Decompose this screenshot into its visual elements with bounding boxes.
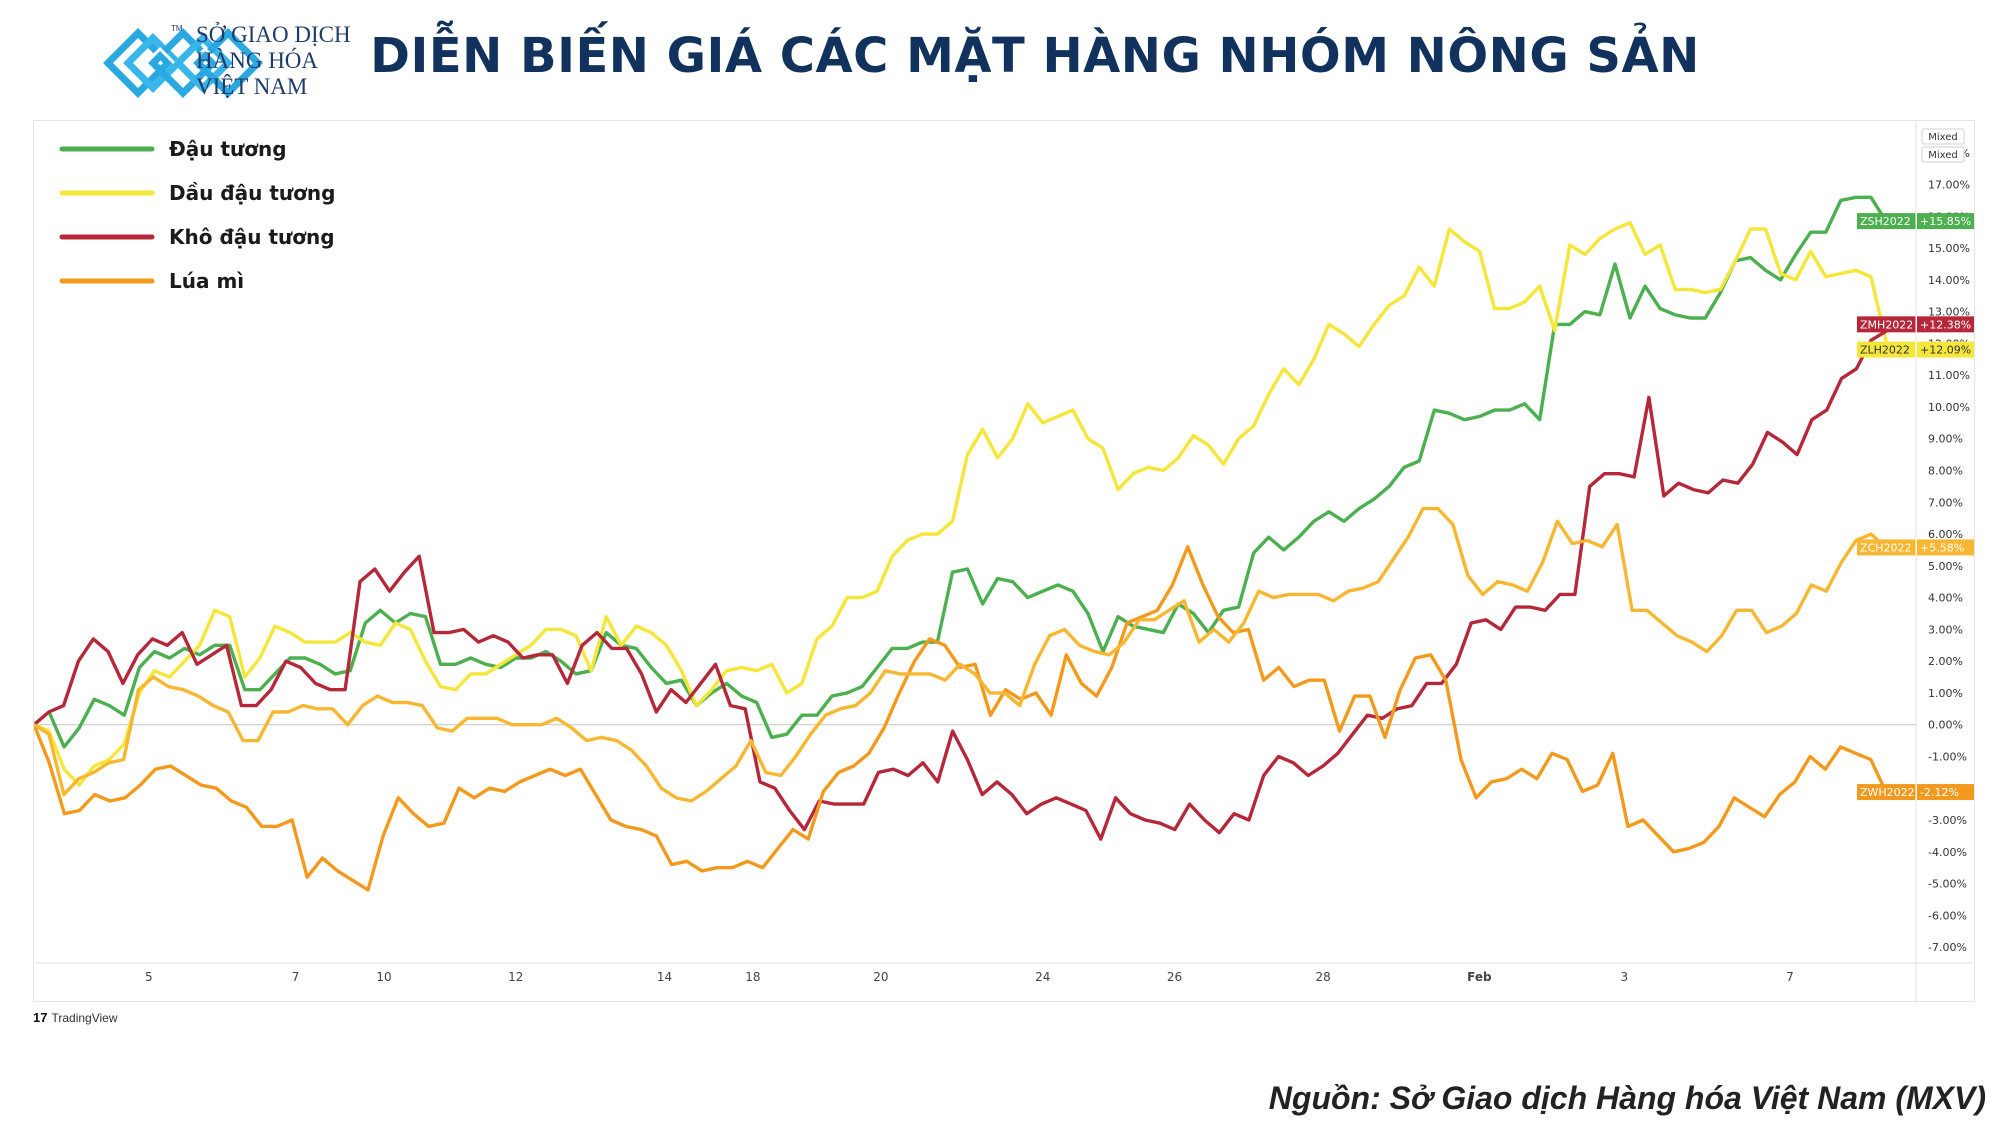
tradingview-brand: 17 TradingView <box>33 1010 118 1025</box>
legend-item: Dầu đậu tương <box>59 181 335 205</box>
badge-value-bg <box>1917 213 1974 230</box>
y-tick-label: 10.00% <box>1928 401 1970 414</box>
y-tick-label: 0.00% <box>1928 719 1963 732</box>
badge-value-bg <box>1917 784 1974 801</box>
badge-ticker: ZLH2022 <box>1860 344 1910 357</box>
legend-item: Lúa mì <box>59 269 244 293</box>
scale-mode-button[interactable]: Mixed <box>1921 146 1965 163</box>
scale-mode-button[interactable]: Mixed <box>1921 128 1965 145</box>
y-tick-label: -3.00% <box>1928 814 1967 827</box>
logo-line-1: SỞ GIAO DỊCH <box>196 22 351 47</box>
badge-ticker: ZWH2022 <box>1860 786 1915 799</box>
price-badge-zch2022: ZCH2022 +5.58% <box>1857 539 1974 556</box>
x-tick-label: 14 <box>657 970 672 984</box>
y-tick-label: 5.00% <box>1928 560 1963 573</box>
x-tick-label: 10 <box>376 970 391 984</box>
x-tick-label: 18 <box>745 970 760 984</box>
legend-item: Khô đậu tương <box>59 225 335 249</box>
x-tick-label: 3 <box>1620 970 1628 984</box>
series-line-zch2022 <box>34 506 1888 803</box>
badge-ticker-bg <box>1857 784 1916 801</box>
badge-ticker: ZCH2022 <box>1860 541 1911 554</box>
badge-value: +12.38% <box>1920 318 1971 331</box>
y-tick-label: 6.00% <box>1928 528 1963 541</box>
y-tick-label: 4.00% <box>1928 592 1963 605</box>
y-tick-label: -5.00% <box>1928 878 1967 891</box>
tradingview-label: TradingView <box>51 1010 118 1025</box>
x-tick-label: 20 <box>873 970 888 984</box>
y-tick-label: -1.00% <box>1928 750 1967 763</box>
logo-text: SỞ GIAO DỊCH HÀNG HÓA VIỆT NAM <box>196 22 351 100</box>
page-title: DIỄN BIẾN GIÁ CÁC MẶT HÀNG NHÓM NÔNG SẢN <box>370 28 1700 84</box>
y-tick-label: 9.00% <box>1928 433 1963 446</box>
y-tick-label: -4.00% <box>1928 846 1967 859</box>
scale-mode-label: Mixed <box>1928 150 1958 161</box>
y-tick-label: 17.00% <box>1928 179 1970 192</box>
tradingview-logo-icon: 17 <box>33 1010 48 1025</box>
x-tick-label: 26 <box>1167 970 1182 984</box>
x-tick-label: 24 <box>1035 970 1050 984</box>
badge-value: +12.09% <box>1920 344 1971 357</box>
badge-ticker: ZSH2022 <box>1860 215 1911 228</box>
y-tick-label: 7.00% <box>1928 496 1963 509</box>
x-tick-label: 5 <box>145 970 153 984</box>
series-line-zwh2022 <box>34 545 1888 892</box>
price-chart: 18.00%17.00%16.00%15.00%14.00%13.00%12.0… <box>34 121 1974 1001</box>
price-badge-zsh2022: ZSH2022 +15.85% <box>1857 213 1974 230</box>
badge-ticker-bg <box>1857 213 1916 230</box>
x-tick-label: Feb <box>1467 970 1492 984</box>
x-tick-label: 7 <box>1786 970 1794 984</box>
legend-label: Khô đậu tương <box>169 225 335 249</box>
mxv-logo-icon <box>103 28 263 98</box>
legend-item: Đậu tương <box>59 137 287 161</box>
y-tick-label: -7.00% <box>1928 941 1967 954</box>
badge-ticker-bg <box>1857 539 1916 556</box>
legend-label: Đậu tương <box>169 137 287 161</box>
y-tick-label: 1.00% <box>1928 687 1963 700</box>
badge-ticker-bg <box>1857 316 1916 333</box>
legend-label: Dầu đậu tương <box>169 181 335 205</box>
x-tick-label: 28 <box>1316 970 1331 984</box>
badge-ticker-bg <box>1857 341 1916 358</box>
legend-label: Lúa mì <box>169 269 244 293</box>
y-tick-label: 3.00% <box>1928 623 1963 636</box>
y-tick-label: -6.00% <box>1928 909 1967 922</box>
price-badge-zwh2022: ZWH2022 -2.12% <box>1857 784 1974 801</box>
badge-value: +5.58% <box>1920 541 1964 554</box>
scale-mode-box <box>1921 146 1965 163</box>
series-line-zmh2022 <box>34 329 1888 841</box>
logo-line-2: HÀNG HÓA <box>196 48 319 73</box>
scale-mode-label: Mixed <box>1928 132 1958 143</box>
badge-value-bg <box>1917 316 1974 333</box>
price-badge-zmh2022: ZMH2022 +12.38% <box>1857 316 1974 333</box>
scale-mode-box <box>1921 128 1965 145</box>
x-tick-label: 12 <box>508 970 523 984</box>
source-note: Nguồn: Sở Giao dịch Hàng hóa Việt Nam (M… <box>1268 1080 1986 1116</box>
chart-frame: 18.00%17.00%16.00%15.00%14.00%13.00%12.0… <box>33 120 1975 1002</box>
badge-value: +15.85% <box>1920 215 1971 228</box>
y-tick-label: 8.00% <box>1928 465 1963 478</box>
x-tick-label: 7 <box>292 970 300 984</box>
y-tick-label: 14.00% <box>1928 274 1970 287</box>
badge-value: -2.12% <box>1920 786 1959 799</box>
badge-value-bg <box>1917 539 1974 556</box>
price-badge-zlh2022: ZLH2022 +12.09% <box>1857 341 1974 358</box>
logo-line-3: VIỆT NAM <box>196 74 308 99</box>
y-tick-label: 15.00% <box>1928 242 1970 255</box>
y-tick-label: 11.00% <box>1928 369 1970 382</box>
series-line-zlh2022 <box>34 220 1888 787</box>
badge-value-bg <box>1917 341 1974 358</box>
badge-ticker: ZMH2022 <box>1860 318 1913 331</box>
trademark-mark: TM <box>171 24 183 33</box>
y-tick-label: 2.00% <box>1928 655 1963 668</box>
y-tick-label: 13.00% <box>1928 306 1970 319</box>
series-line-zsh2022 <box>34 195 1888 749</box>
